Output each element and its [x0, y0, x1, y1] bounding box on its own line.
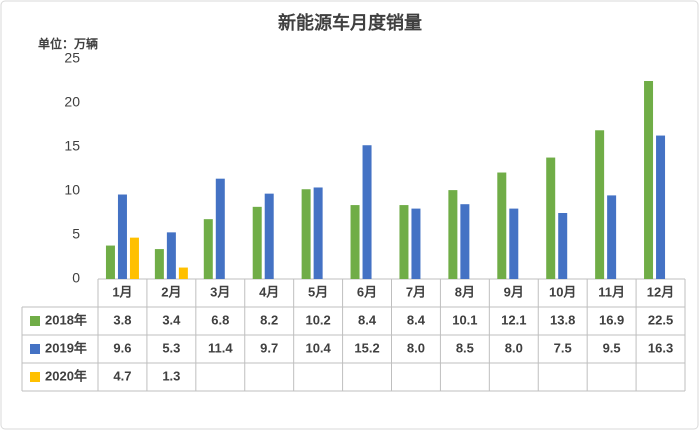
x-tick-label: 2月: [161, 284, 181, 299]
table-value: 10.1: [452, 312, 477, 327]
table-value: 10.2: [305, 312, 330, 327]
bar: [558, 213, 568, 279]
table-value: 8.5: [456, 340, 474, 355]
x-tick-label: 3月: [210, 284, 230, 299]
bar: [117, 194, 127, 279]
x-tick-label: 9月: [504, 284, 524, 299]
table-value: 3.4: [162, 312, 181, 327]
x-tick-label: 11月: [598, 284, 625, 299]
table-value: 8.4: [407, 312, 426, 327]
bar: [362, 145, 372, 279]
y-tick-label: 15: [64, 138, 80, 154]
table-value: 9.5: [603, 340, 621, 355]
bar: [644, 81, 654, 279]
bar: [166, 232, 176, 279]
table-value: 9.6: [113, 340, 131, 355]
x-tick-label: 6月: [357, 284, 377, 299]
table-value: 7.5: [554, 340, 572, 355]
legend-swatch: [30, 372, 40, 382]
x-tick-label: 10月: [549, 284, 576, 299]
bar: [497, 172, 507, 279]
x-tick-label: 8月: [455, 284, 475, 299]
bar: [313, 187, 323, 279]
bar: [105, 245, 115, 279]
table-value: 5.3: [162, 340, 180, 355]
table-value: 8.2: [260, 312, 278, 327]
table-value: 8.4: [358, 312, 377, 327]
bar: [350, 205, 360, 279]
y-tick-label: 5: [72, 226, 80, 242]
table-value: 11.4: [208, 340, 233, 355]
legend-label: 2019年: [45, 340, 87, 355]
bar: [399, 205, 409, 279]
bar: [301, 189, 311, 279]
bar: [448, 190, 458, 279]
y-tick-label: 10: [64, 182, 80, 198]
table-value: 16.9: [599, 312, 624, 327]
table-value: 12.1: [501, 312, 526, 327]
bar: [546, 157, 556, 279]
table-value: 9.7: [260, 340, 278, 355]
y-tick-label: 0: [72, 270, 80, 286]
table-value: 6.8: [211, 312, 229, 327]
y-tick-label: 25: [64, 50, 80, 66]
bar: [460, 204, 470, 279]
bar: [215, 178, 225, 279]
chart-title: 新能源车月度销量: [278, 12, 422, 33]
table-value: 8.0: [407, 340, 425, 355]
table-value: 16.3: [648, 340, 673, 355]
table-value: 15.2: [354, 340, 379, 355]
bar: [252, 206, 262, 279]
table-value: 13.8: [550, 312, 575, 327]
legend-label: 2018年: [45, 312, 87, 327]
bar: [509, 208, 519, 279]
table-value: 3.8: [113, 312, 131, 327]
table-value: 1.3: [162, 368, 180, 383]
bar: [595, 130, 605, 279]
x-tick-label: 4月: [259, 284, 279, 299]
y-tick-label: 20: [64, 94, 80, 110]
unit-label: 单位：万辆: [38, 36, 98, 51]
x-tick-label: 5月: [308, 284, 328, 299]
x-tick-label: 12月: [647, 284, 674, 299]
bar: [607, 195, 617, 279]
legend-label: 2020年: [45, 368, 87, 383]
bar: [264, 193, 274, 279]
bar: [411, 208, 421, 279]
bar: [129, 237, 139, 279]
bar: [656, 135, 666, 279]
table-value: 22.5: [648, 312, 673, 327]
legend-swatch: [30, 344, 40, 354]
x-tick-label: 1月: [112, 284, 132, 299]
table-value: 8.0: [505, 340, 523, 355]
bar: [203, 219, 213, 279]
x-tick-label: 7月: [406, 284, 426, 299]
bar: [154, 249, 164, 279]
table-value: 10.4: [305, 340, 331, 355]
table-value: 4.7: [113, 368, 131, 383]
bar: [178, 267, 188, 279]
legend-swatch: [30, 316, 40, 326]
